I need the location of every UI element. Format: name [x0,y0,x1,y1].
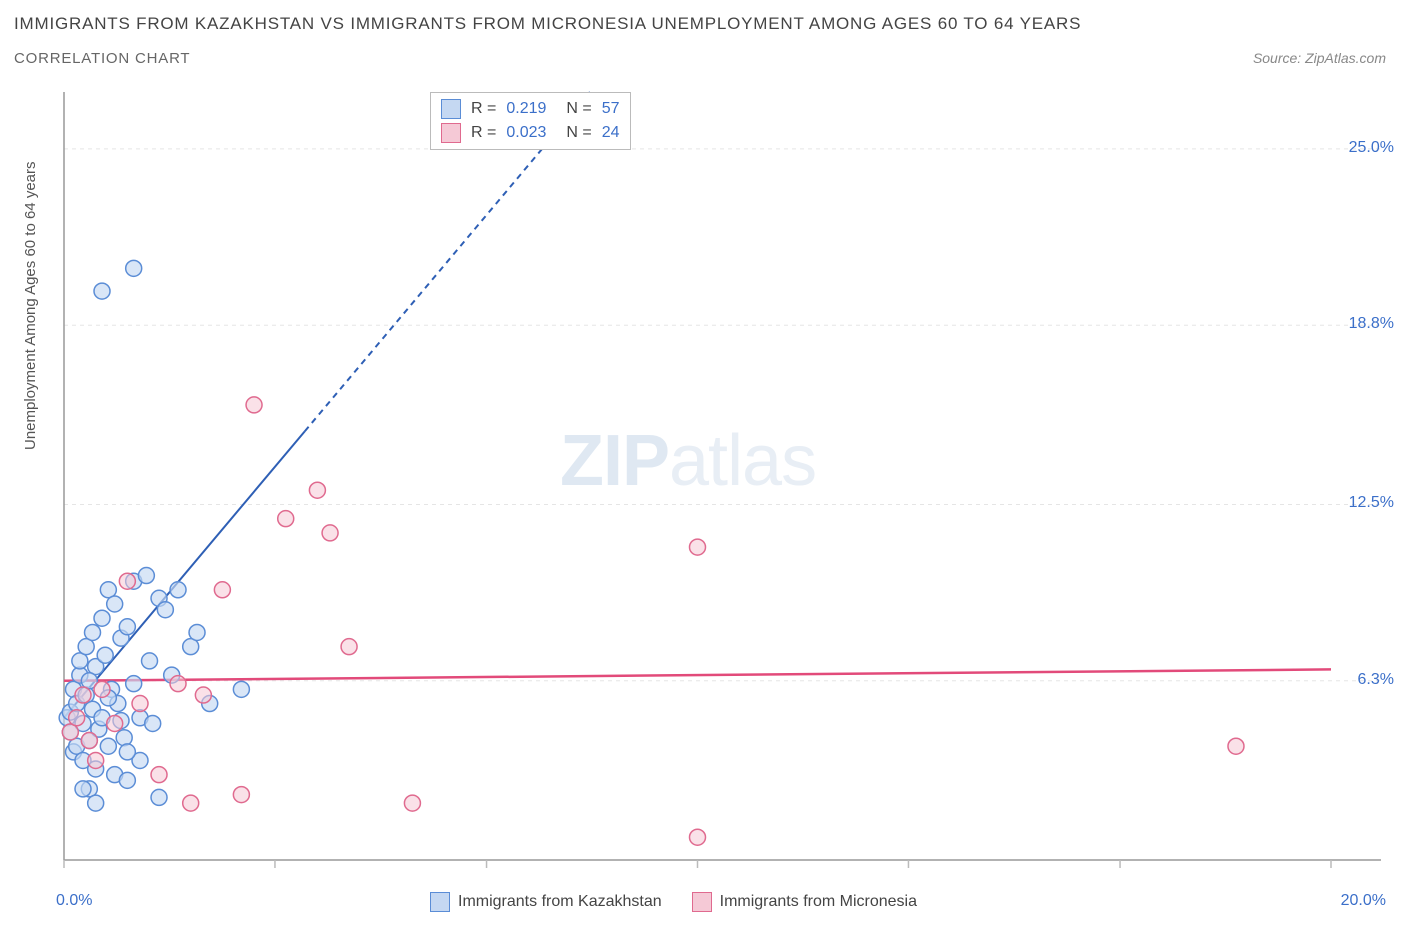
scatter-chart [56,88,1386,868]
legend-label-micronesia: Immigrants from Micronesia [720,893,917,911]
legend-swatch-micronesia [441,123,461,143]
chart-title-line1: IMMIGRANTS FROM KAZAKHSTAN VS IMMIGRANTS… [14,14,1081,34]
legend-swatch-kazakhstan [441,99,461,119]
y-axis-label: Unemployment Among Ages 60 to 64 years [22,161,39,450]
legend-r-value-0: 0.219 [506,100,546,118]
legend-stats-row-1: R = 0.023 N = 24 [441,121,620,145]
legend-series: Immigrants from Kazakhstan Immigrants fr… [430,892,917,912]
y-tick-label: 6.3% [1358,671,1394,689]
legend-n-value-1: 24 [602,124,620,142]
legend-item-micronesia: Immigrants from Micronesia [692,892,917,912]
legend-stats-box: R = 0.219 N = 57 R = 0.023 N = 24 [430,92,631,150]
legend-r-label: R = [471,124,496,142]
chart-title-line2: CORRELATION CHART [14,50,190,67]
legend-label-kazakhstan: Immigrants from Kazakhstan [458,893,662,911]
y-tick-label: 18.8% [1349,315,1394,333]
legend-n-label: N = [566,100,591,118]
x-axis-max-label: 20.0% [1341,892,1386,910]
source-attribution: Source: ZipAtlas.com [1253,50,1386,66]
x-axis-min-label: 0.0% [56,892,92,910]
y-tick-label: 25.0% [1349,139,1394,157]
legend-swatch-micronesia [692,892,712,912]
y-tick-label: 12.5% [1349,494,1394,512]
legend-n-label: N = [566,124,591,142]
legend-stats-row-0: R = 0.219 N = 57 [441,97,620,121]
legend-r-label: R = [471,100,496,118]
legend-r-value-1: 0.023 [506,124,546,142]
legend-n-value-0: 57 [602,100,620,118]
legend-item-kazakhstan: Immigrants from Kazakhstan [430,892,662,912]
legend-swatch-kazakhstan [430,892,450,912]
